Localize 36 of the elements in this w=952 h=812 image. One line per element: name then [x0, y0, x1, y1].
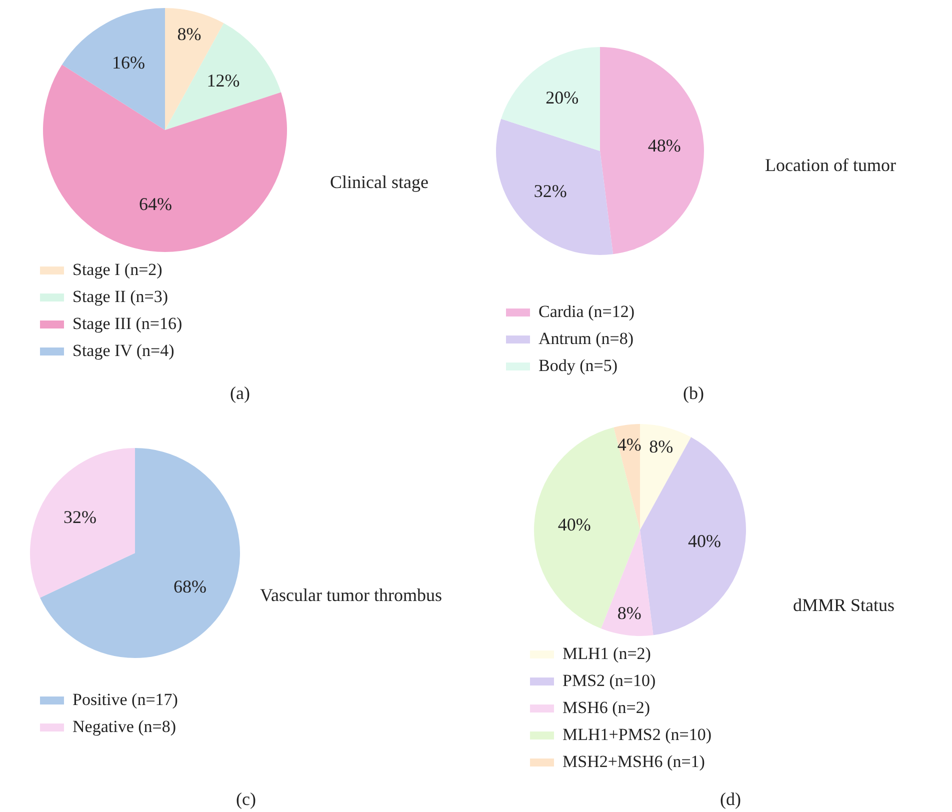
text: (c) [236, 789, 256, 810]
text: (a) [230, 383, 250, 404]
text: dMMR Status [793, 595, 895, 616]
text: (b) [683, 383, 704, 404]
legend-label: MSH2+MSH6 (n=1) [562, 752, 705, 771]
data-label: 16% [112, 52, 146, 72]
data-label: 40% [558, 514, 591, 535]
data-label: 8% [649, 436, 674, 457]
data-label: 12% [206, 70, 240, 91]
data-label: 64% [139, 194, 172, 214]
legend-label: Stage IV (n=4) [72, 340, 174, 360]
data-label: 48% [648, 136, 681, 156]
legend-label: MLH1+PMS2 (n=10) [562, 724, 712, 744]
data-label: 8% [177, 24, 202, 44]
data-label: 4% [617, 434, 642, 455]
text: (d) [720, 789, 741, 810]
legend-label: Positive (n=17) [72, 690, 178, 709]
legend-label: Cardia (n=12) [538, 302, 634, 321]
data-label: 32% [534, 180, 567, 201]
legend-label: PMS2 (n=10) [562, 670, 656, 690]
data-label: 20% [546, 88, 579, 108]
data-label: 68% [173, 576, 206, 597]
legend-label: Body (n=5) [538, 356, 618, 375]
text: Clinical stage [330, 172, 428, 193]
data-label: 40% [688, 531, 722, 552]
text: Location of tumor [765, 155, 896, 176]
legend-label: MLH1 (n=2) [562, 644, 651, 663]
legend-label: Stage III (n=16) [72, 314, 182, 333]
legend-label: Stage II (n=3) [72, 286, 168, 306]
legend-label: Antrum (n=8) [538, 328, 634, 348]
legend-label: MSH6 (n=2) [562, 698, 650, 717]
data-label: 32% [64, 506, 97, 527]
legend-label: Stage I (n=2) [72, 260, 162, 279]
data-label: 8% [617, 602, 642, 623]
legend-label: Negative (n=8) [72, 716, 176, 736]
text: Vascular tumor thrombus [260, 585, 442, 606]
